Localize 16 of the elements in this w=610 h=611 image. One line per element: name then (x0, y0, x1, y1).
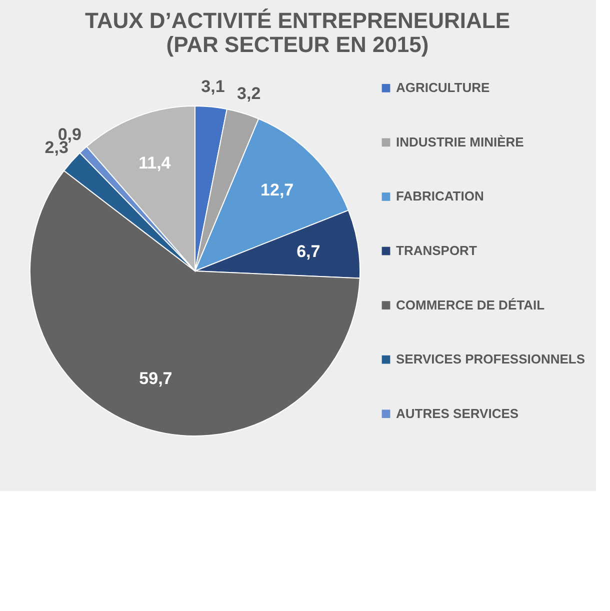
legend-label: INDUSTRIE MINIÈRE (396, 134, 524, 150)
data-label: 11,4 (138, 153, 172, 172)
legend-label: SERVICES PROFESSIONNELS (396, 352, 586, 367)
legend-label: AUTRES SERVICES (396, 406, 519, 421)
text: (PAR SECTEUR EN 2015) (166, 32, 429, 57)
legend-label: COMMERCE DE DÉTAIL (396, 297, 545, 312)
legend-label: AGRICULTURE (396, 80, 490, 96)
data-label: 12,7 (260, 180, 294, 200)
data-label: 6,7 (296, 242, 320, 261)
data-label: 3,2 (237, 84, 261, 104)
data-label: 3,1 (201, 76, 225, 96)
data-label: 0,9 (58, 124, 82, 144)
text: TAUX D’ACTIVITÉ ENTREPRENEURIALE (85, 8, 510, 33)
legend-label: TRANSPORT (396, 243, 477, 258)
data-label: 59,7 (139, 369, 172, 388)
legend-label: FABRICATION (396, 188, 484, 204)
